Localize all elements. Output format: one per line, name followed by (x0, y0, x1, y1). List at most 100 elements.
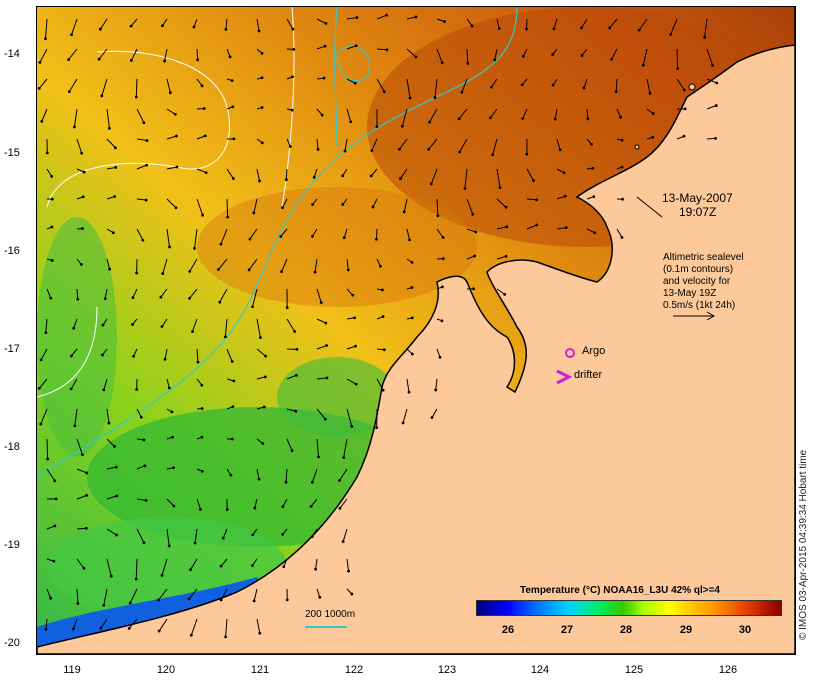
velocity-arrowhead (651, 112, 655, 116)
velocity-arrowhead (525, 152, 529, 156)
velocity-arrowhead (311, 203, 314, 206)
velocity-arrow (166, 108, 176, 115)
velocity-arrowhead (443, 20, 446, 23)
info-line: 0.5m/s (1kt 24h) (663, 300, 736, 311)
velocity-arrow (46, 525, 56, 530)
velocity-arrowhead (226, 215, 230, 219)
velocity-arrowhead (163, 59, 166, 63)
velocity-arrowhead (46, 457, 50, 461)
velocity-arrow (103, 588, 108, 606)
velocity-arrowhead (202, 107, 206, 110)
velocity-arrowhead (161, 24, 164, 28)
velocity-arrow (316, 408, 326, 420)
velocity-arrowhead (257, 29, 261, 33)
velocity-arrow (136, 228, 144, 241)
velocity-arrow (196, 48, 199, 60)
velocity-arrowhead (436, 214, 440, 218)
velocity-arrowhead (349, 120, 353, 124)
velocity-arrow (220, 228, 228, 245)
velocity-arrow (581, 18, 588, 29)
velocity-arrowhead (291, 27, 295, 31)
drifter-label: drifter (574, 369, 603, 381)
velocity-arrowhead (280, 270, 283, 274)
velocity-arrow (38, 378, 48, 389)
x-tick-label: 119 (63, 664, 81, 676)
velocity-arrowhead (343, 149, 347, 153)
velocity-arrow (466, 228, 476, 233)
velocity-arrowhead (414, 55, 418, 59)
velocity-arrow (189, 288, 198, 299)
velocity-arrowhead (379, 264, 382, 268)
velocity-arrow (706, 78, 717, 84)
velocity-arrow (346, 378, 357, 385)
velocity-arrowhead (101, 323, 105, 327)
velocity-arrow (492, 138, 498, 155)
velocity-arrowhead (191, 330, 194, 333)
velocity-arrow (346, 108, 352, 122)
velocity-arrowhead (641, 63, 645, 67)
velocity-arrowhead (558, 148, 562, 152)
velocity-arrowhead (312, 175, 316, 179)
velocity-arrow (311, 468, 318, 483)
velocity-arrowhead (347, 569, 350, 573)
velocity-arrowhead (682, 134, 686, 138)
velocity-arrowhead (323, 44, 327, 48)
velocity-arrow (196, 168, 207, 174)
velocity-arrowhead (157, 629, 161, 633)
velocity-arrowhead (341, 540, 345, 543)
velocity-arrow (106, 408, 110, 424)
velocity-arrowhead (676, 67, 680, 70)
velocity-arrow (225, 18, 228, 30)
y-tick-label: -14 (4, 48, 20, 60)
velocity-arrow (225, 618, 228, 637)
velocity-arrowhead (259, 336, 262, 339)
velocity-arrowhead (218, 300, 222, 304)
velocity-arrowhead (293, 330, 297, 333)
velocity-arrow (136, 528, 145, 543)
x-tick-label: 122 (344, 664, 364, 676)
velocity-arrowhead (325, 344, 328, 347)
velocity-arrowhead (284, 178, 288, 182)
velocity-arrow (222, 528, 228, 539)
velocity-arrow (670, 18, 678, 35)
velocity-arrowhead (85, 493, 89, 497)
island (634, 144, 640, 150)
velocity-arrow (196, 198, 204, 216)
velocity-arrow (160, 288, 168, 298)
velocity-arrow (224, 318, 228, 337)
velocity-arrowhead (145, 163, 148, 167)
velocity-arrow (76, 494, 87, 500)
velocity-arrow (286, 438, 293, 451)
velocity-arrowhead (593, 231, 597, 235)
velocity-arrow (220, 588, 228, 601)
velocity-arrow (346, 558, 350, 572)
velocity-arrowhead (434, 388, 438, 392)
velocity-arrowhead (38, 60, 42, 64)
date-pointer (636, 196, 663, 218)
velocity-arrowhead (50, 197, 54, 201)
velocity-arrowhead (128, 601, 132, 605)
velocity-arrowhead (430, 416, 434, 419)
velocity-arrowhead (39, 422, 43, 426)
velocity-arrowhead (292, 47, 296, 51)
velocity-arrowhead (40, 119, 44, 123)
velocity-arrow (430, 168, 438, 185)
velocity-arrow (226, 168, 234, 179)
velocity-arrowhead (115, 533, 118, 537)
velocity-arrow (316, 18, 327, 24)
colorbar-tick: 27 (560, 624, 574, 636)
velocity-arrowhead (441, 236, 445, 239)
velocity-arrowhead (108, 126, 111, 130)
velocity-arrowhead (563, 194, 567, 198)
velocity-arrow (46, 288, 52, 299)
velocity-arrow (218, 258, 228, 270)
velocity-arrowhead (381, 315, 385, 318)
velocity-arrowhead (354, 382, 358, 386)
velocity-arrowhead (714, 104, 718, 107)
isobath-200m (37, 7, 518, 478)
velocity-arrowhead (458, 150, 461, 154)
velocity-arrow (73, 108, 78, 128)
velocity-arrowhead (401, 421, 405, 425)
velocity-arrowhead (592, 195, 596, 199)
velocity-arrow (104, 288, 108, 299)
